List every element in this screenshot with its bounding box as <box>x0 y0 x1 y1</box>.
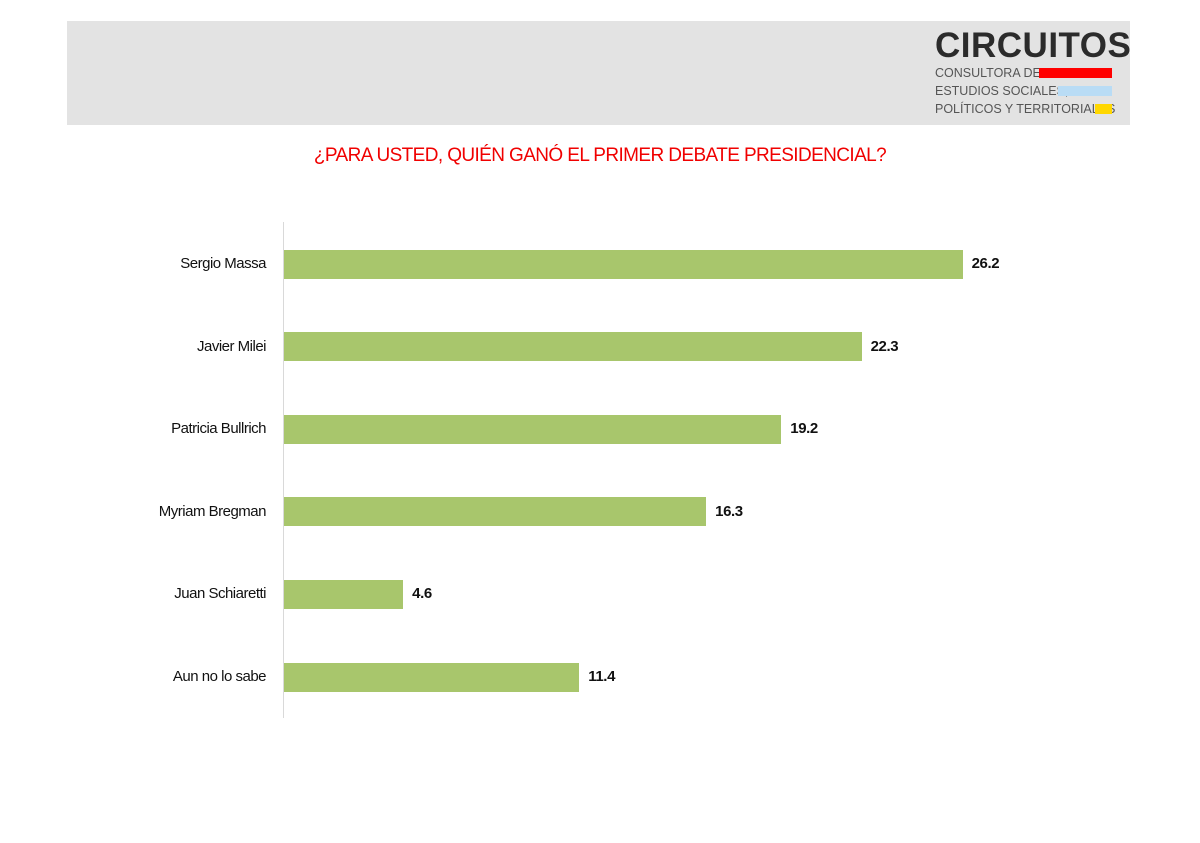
logo-line-1: CONSULTORA DE <box>935 66 1041 80</box>
bar <box>284 249 963 279</box>
value-label: 26.2 <box>971 255 1000 272</box>
bar <box>284 497 707 527</box>
circuitos-logo: CIRCUITOS CONSULTORA DE ESTUDIOS SOCIALE… <box>935 28 1131 120</box>
value-label: 19.2 <box>790 420 818 438</box>
logo-stripe-yellow <box>1095 104 1112 114</box>
value-label: 16.3 <box>715 502 743 520</box>
value-label: 11.4 <box>588 668 616 685</box>
logo-stripe-red <box>1039 68 1112 78</box>
category-label: Sergio Massa <box>180 255 266 272</box>
category-axis-line <box>283 222 284 718</box>
bar <box>284 414 782 444</box>
bar <box>284 332 862 362</box>
category-label: Patricia Bullrich <box>171 420 266 438</box>
logo-line-3: POLÍTICOS Y TERRITORIALES <box>935 102 1116 116</box>
value-label: 22.3 <box>870 337 899 355</box>
chart-title: ¿PARA USTED, QUIÉN GANÓ EL PRIMER DEBATE… <box>313 145 887 166</box>
bar <box>284 662 580 692</box>
logo-line-2: ESTUDIOS SOCIALES, <box>935 84 1069 98</box>
category-label: Javier Milei <box>196 337 267 355</box>
logo-title: CIRCUITOS <box>935 26 1132 65</box>
bar <box>284 579 404 609</box>
category-label: Juan Schiaretti <box>174 585 266 603</box>
category-label: Aun no lo sabe <box>172 668 267 685</box>
category-label: Myriam Bregman <box>158 502 267 520</box>
value-label: 4.6 <box>412 585 432 603</box>
header-band <box>67 21 1130 125</box>
logo-stripe-blue <box>1058 86 1112 96</box>
